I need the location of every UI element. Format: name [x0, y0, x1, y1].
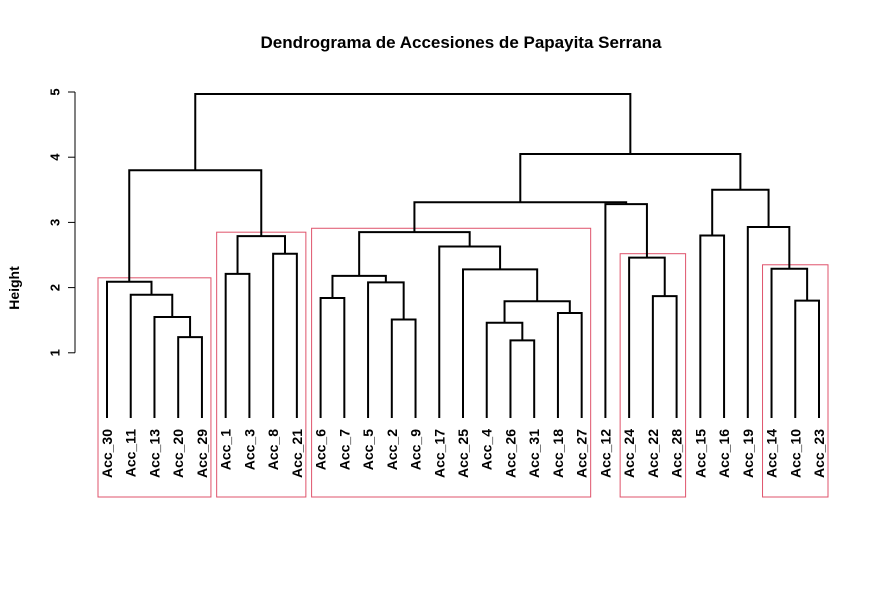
leaf-label: Acc_14: [764, 429, 780, 478]
dendrogram-links: [106, 92, 820, 418]
leaf-label: Acc_9: [408, 429, 424, 470]
leaf-label: Acc_29: [194, 429, 210, 478]
cluster-box: [311, 227, 592, 498]
dendrogram-link: [128, 169, 263, 282]
y-axis-label: Height: [6, 266, 22, 310]
leaf-label: Acc_7: [336, 429, 352, 470]
leaf-label: Acc_6: [313, 429, 329, 470]
leaf-label: Acc_16: [716, 429, 732, 478]
leaf-label: Acc_8: [265, 429, 281, 470]
dendrogram-link: [770, 267, 809, 418]
leaf-label: Acc_31: [526, 429, 542, 478]
leaf-label: Acc_3: [241, 429, 257, 470]
dendrogram-link: [699, 234, 726, 418]
leaf-label: Acc_15: [692, 429, 708, 478]
dendrogram-link: [224, 272, 251, 418]
dendrogram-link: [462, 268, 539, 418]
dendrogram-link: [509, 339, 536, 418]
dendrogram-link: [519, 152, 742, 203]
leaf-label: Acc_5: [360, 429, 376, 470]
dendrogram-link: [194, 92, 632, 171]
leaf-label: Acc_13: [146, 429, 162, 478]
chart-title: Dendrograma de Accesiones de Papayita Se…: [261, 33, 662, 52]
cluster-box: [762, 264, 829, 498]
leaf-labels: Acc_30 Acc_11 Acc_13 Acc_20 Acc_29 Acc_1 Acc_3…: [99, 429, 827, 478]
dendrogram-link: [651, 295, 678, 418]
cluster-box: [97, 277, 212, 498]
dendrogram-link: [106, 280, 153, 418]
leaf-label: Acc_23: [811, 429, 827, 478]
dendrogram-link: [413, 201, 628, 233]
y-tick-label: 4: [48, 153, 63, 161]
dendrogram-link: [177, 336, 203, 418]
y-tick-label: 1: [48, 349, 63, 356]
dendrogram-link: [319, 297, 346, 418]
leaf-label: Acc_1: [218, 429, 234, 470]
leaf-label: Acc_24: [621, 429, 637, 478]
leaf-label: Acc_2: [384, 429, 400, 470]
leaf-label: Acc_17: [431, 429, 447, 478]
y-axis: 1 2 3 4 5: [48, 88, 76, 356]
leaf-label: Acc_11: [123, 429, 139, 477]
leaf-label: Acc_21: [289, 429, 305, 478]
leaf-label: Acc_20: [170, 429, 186, 478]
dendrogram-link: [129, 293, 174, 418]
dendrogram-link: [556, 312, 583, 418]
leaf-label: Acc_18: [550, 429, 566, 478]
dendrogram-link: [390, 318, 417, 418]
dendrogram-link: [153, 315, 192, 418]
dendrogram-link: [794, 299, 820, 418]
leaf-label: Acc_10: [787, 429, 803, 478]
cluster-boxes: [97, 227, 829, 498]
leaf-label: Acc_27: [574, 429, 590, 478]
dendrogram-link: [746, 225, 791, 418]
dendrogram-link: [236, 235, 286, 274]
leaf-label: Acc_19: [740, 429, 756, 478]
dendrogram-link: [711, 188, 770, 236]
dendrogram-link: [438, 245, 502, 418]
dendrogram-link: [331, 274, 387, 299]
dendrogram-link: [604, 203, 648, 418]
dendrogram-link: [628, 256, 666, 418]
y-tick-label: 3: [48, 219, 63, 226]
dendrogram-link: [367, 281, 405, 418]
dendrogram-link: [485, 321, 524, 418]
y-tick-label: 5: [48, 88, 63, 95]
leaf-label: Acc_25: [455, 429, 471, 478]
leaf-label: Acc_22: [645, 429, 661, 478]
cluster-box: [619, 253, 687, 498]
leaf-label: Acc_26: [502, 429, 518, 478]
leaf-label: Acc_4: [479, 429, 495, 470]
dendrogram-link: [272, 252, 298, 418]
y-tick-label: 2: [48, 284, 63, 291]
dendrogram-link: [358, 231, 471, 276]
leaf-label: Acc_30: [99, 429, 115, 478]
leaf-label: Acc_28: [669, 429, 685, 478]
leaf-label: Acc_12: [597, 429, 613, 478]
